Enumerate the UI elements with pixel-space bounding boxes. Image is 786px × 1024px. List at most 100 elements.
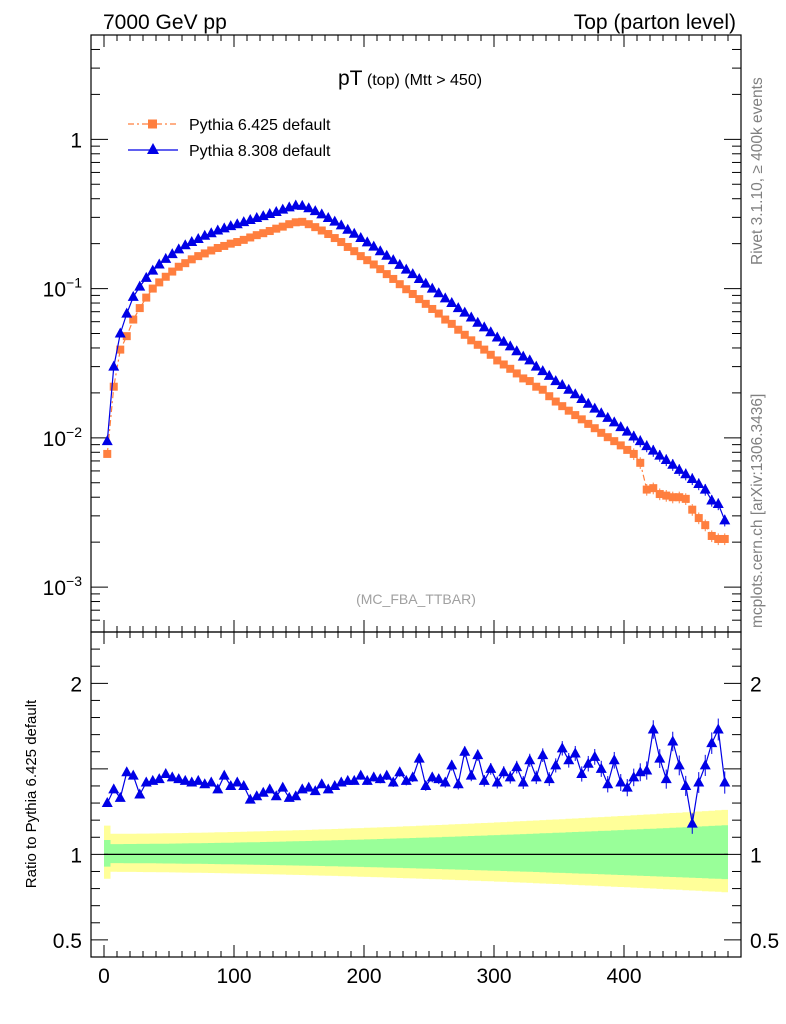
point-pythia8: [186, 236, 198, 247]
main-y-tick-base: 1: [70, 129, 82, 152]
ratio-point-pythia8: [524, 754, 536, 765]
main-y-tick-exponent: −3: [66, 573, 82, 589]
point-pythia8: [303, 202, 315, 213]
point-pythia6: [122, 332, 131, 341]
ratio-point-pythia8: [166, 771, 178, 782]
point-pythia6: [538, 385, 547, 394]
point-pythia6: [142, 293, 151, 302]
ratio-point-pythia8: [108, 783, 120, 794]
point-pythia8: [134, 280, 146, 291]
point-pythia6: [623, 445, 632, 454]
ratio-point-pythia8: [231, 776, 243, 787]
point-pythia8: [355, 232, 367, 243]
point-pythia8: [634, 435, 646, 446]
ratio-point-pythia8: [303, 781, 315, 792]
ratio-point-pythia8: [556, 742, 568, 753]
series-line-pythia6: [106, 221, 725, 540]
point-pythia6: [291, 218, 300, 227]
ratio-point-pythia8: [452, 778, 464, 789]
legend-entry-pythia6: Pythia 6.425 default: [128, 117, 331, 134]
point-pythia6: [220, 241, 229, 250]
point-pythia8: [160, 252, 172, 263]
main-y-tick-exponent: −2: [66, 424, 82, 440]
point-pythia6: [603, 433, 612, 442]
point-pythia8: [205, 227, 217, 238]
point-pythia6: [454, 325, 463, 334]
point-pythia8: [199, 229, 211, 240]
ratio-point-pythia8: [361, 774, 373, 785]
ratio-point-pythia8: [420, 779, 432, 790]
point-pythia6: [246, 233, 255, 242]
ratio-point-pythia8: [225, 779, 237, 790]
ratio-point-pythia8: [563, 754, 575, 765]
main-y-tick-label: 10−3: [43, 573, 83, 600]
ratio-y-tick-label-right: 2: [750, 673, 762, 696]
ratio-point-pythia8: [693, 776, 705, 787]
point-pythia6: [200, 249, 209, 258]
point-pythia8: [420, 277, 432, 288]
ratio-point-pythia8: [446, 759, 458, 770]
ratio-point-pythia8: [413, 752, 425, 763]
point-pythia6: [148, 284, 157, 293]
ratio-point-pythia8: [602, 778, 614, 789]
ratio-point-pythia8: [407, 771, 419, 782]
point-pythia6: [694, 514, 703, 523]
ratio-point-pythia8: [595, 762, 607, 773]
main-title: pT (top) (Mtt > 450): [338, 67, 482, 90]
ratio-point-pythia8: [426, 771, 438, 782]
ratio-point-pythia8: [173, 773, 185, 784]
ratio-point-pythia8: [192, 774, 204, 785]
point-pythia6: [382, 270, 391, 279]
ratio-point-pythia8: [550, 759, 562, 770]
point-pythia6: [675, 493, 684, 502]
ratio-y-axis-label: Ratio to Pythia 6.425 default: [23, 699, 40, 888]
point-pythia8: [667, 458, 679, 469]
point-pythia6: [480, 345, 489, 354]
ratio-uncertainty-bands: [104, 809, 728, 893]
ratio-panel-frame: [90, 631, 742, 958]
ratio-point-pythia8: [517, 776, 529, 787]
point-pythia8: [673, 463, 685, 474]
point-pythia8: [348, 227, 360, 238]
point-pythia6: [363, 256, 372, 265]
point-pythia6: [714, 534, 723, 543]
point-pythia6: [343, 242, 352, 251]
point-pythia8: [342, 223, 354, 234]
point-pythia8: [446, 297, 458, 308]
point-pythia6: [324, 230, 333, 239]
point-pythia8: [387, 254, 399, 265]
point-pythia8: [517, 350, 529, 361]
ratio-point-pythia8: [114, 791, 126, 802]
ratio-point-pythia8: [400, 774, 412, 785]
point-pythia8: [121, 307, 133, 318]
point-pythia8: [719, 514, 731, 525]
point-pythia6: [194, 252, 203, 261]
ratio-point-pythia8: [706, 737, 718, 748]
main-y-tick-base: 10: [43, 279, 66, 302]
point-pythia8: [465, 311, 477, 322]
point-pythia6: [681, 494, 690, 503]
ratio-point-pythia8: [511, 761, 523, 772]
ratio-point-pythia8: [673, 759, 685, 770]
ratio-point-pythia8: [465, 769, 477, 780]
ratio-point-pythia8: [290, 790, 302, 801]
point-pythia8: [608, 416, 620, 427]
main-y-tick-exponent: −1: [66, 275, 82, 291]
point-pythia6: [571, 411, 580, 420]
ratio-point-pythia8: [101, 797, 113, 808]
point-pythia8: [108, 360, 120, 371]
point-pythia6: [558, 402, 567, 411]
point-pythia6: [337, 238, 346, 247]
ratio-point-pythia8: [387, 776, 399, 787]
point-pythia6: [707, 531, 716, 540]
point-pythia8: [680, 468, 692, 479]
point-pythia6: [662, 491, 671, 500]
point-pythia8: [472, 316, 484, 327]
ratio-y-tick-label-right: 1: [750, 844, 762, 867]
ratio-point-pythia8: [654, 752, 666, 763]
point-pythia6: [376, 265, 385, 274]
ratio-point-pythia8: [355, 769, 367, 780]
ratio-point-pythia8: [660, 773, 672, 784]
point-pythia8: [576, 393, 588, 404]
point-pythia6: [304, 220, 313, 229]
